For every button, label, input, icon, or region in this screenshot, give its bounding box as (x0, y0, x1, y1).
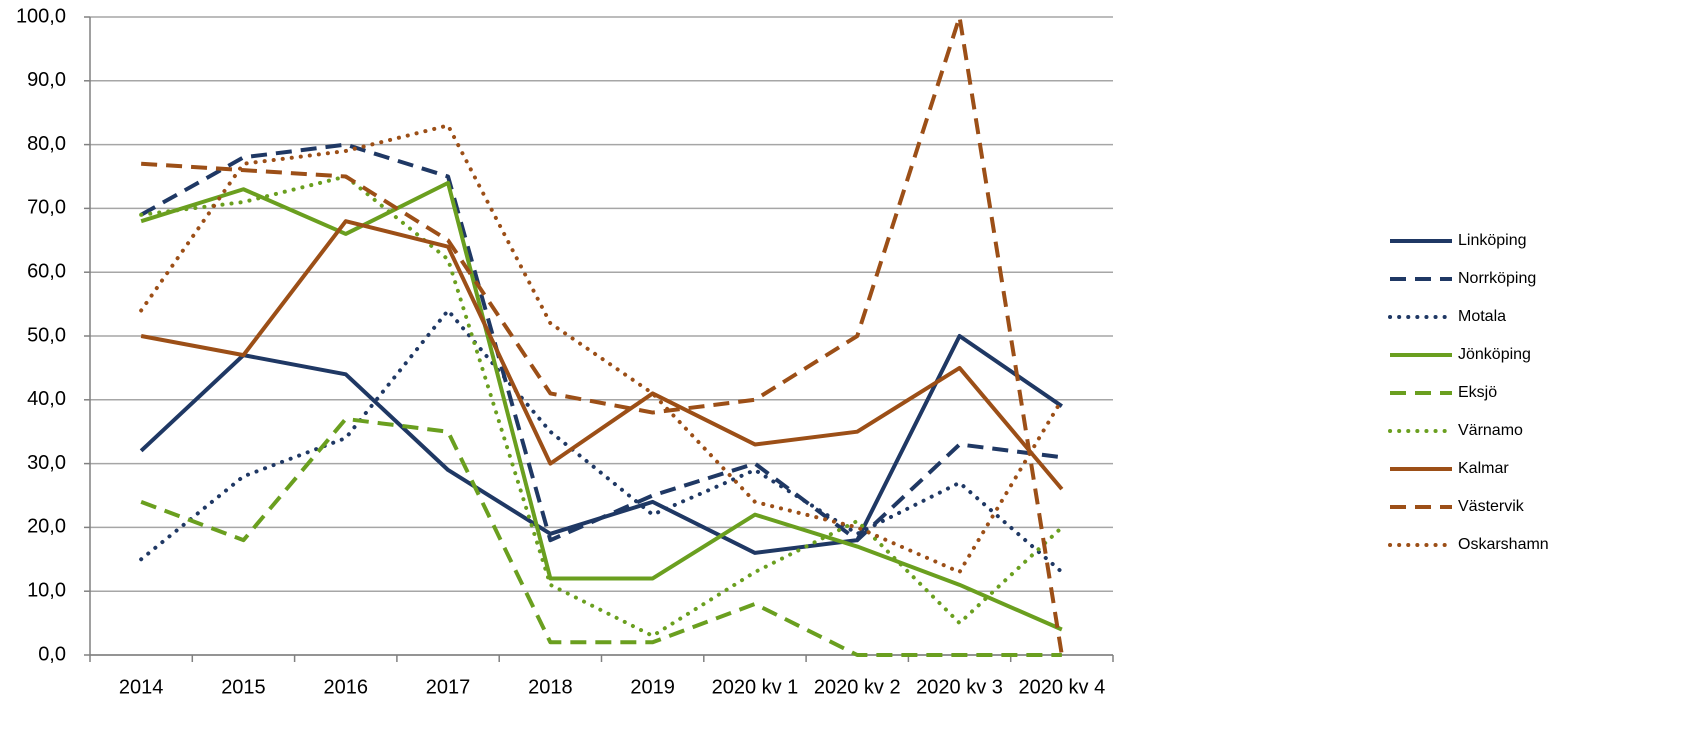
series-line (139, 174, 1064, 638)
legend-label: Oskarshamn (1458, 536, 1549, 553)
y-tick-label: 10,0 (27, 579, 66, 601)
y-tick-label: 70,0 (27, 197, 66, 219)
legend-label: Kalmar (1458, 460, 1509, 477)
legend-label: Västervik (1458, 498, 1525, 515)
y-tick-label: 60,0 (27, 260, 66, 282)
series-line (140, 142, 1063, 543)
x-tick-label: 2016 (324, 676, 369, 698)
y-tick-label: 0,0 (38, 643, 66, 665)
legend-label: Norrköping (1458, 270, 1536, 287)
series-line (139, 123, 1064, 575)
legend-label: Eksjö (1458, 384, 1497, 401)
y-tick-label: 50,0 (27, 324, 66, 346)
x-tick-label: 2014 (119, 676, 164, 698)
legend-label: Värnamo (1458, 422, 1523, 439)
series-line (140, 219, 1064, 491)
legend-label: Linköping (1458, 232, 1527, 249)
y-tick-label: 90,0 (27, 69, 66, 91)
legend-label: Motala (1458, 308, 1506, 325)
y-tick-label: 30,0 (27, 452, 66, 474)
x-tick-label: 2020 kv 2 (814, 676, 901, 698)
x-tick-label: 2019 (630, 676, 675, 698)
series-line (140, 416, 1062, 657)
series-line (139, 334, 1063, 555)
y-tick-label: 40,0 (27, 388, 66, 410)
x-tick-label: 2017 (426, 676, 471, 698)
x-tick-label: 2020 kv 4 (1018, 676, 1105, 698)
series-line (139, 308, 1064, 575)
series-line (140, 180, 1063, 632)
y-tick-label: 80,0 (27, 133, 66, 155)
x-tick-label: 2015 (221, 676, 266, 698)
x-tick-label: 2020 kv 1 (712, 676, 799, 698)
x-tick-label: 2018 (528, 676, 573, 698)
y-tick-label: 20,0 (27, 516, 66, 538)
y-tick-label: 100,0 (16, 5, 66, 27)
x-tick-label: 2020 kv 3 (916, 676, 1003, 698)
legend-label: Jönköping (1458, 346, 1531, 363)
series-line (141, 15, 1064, 656)
